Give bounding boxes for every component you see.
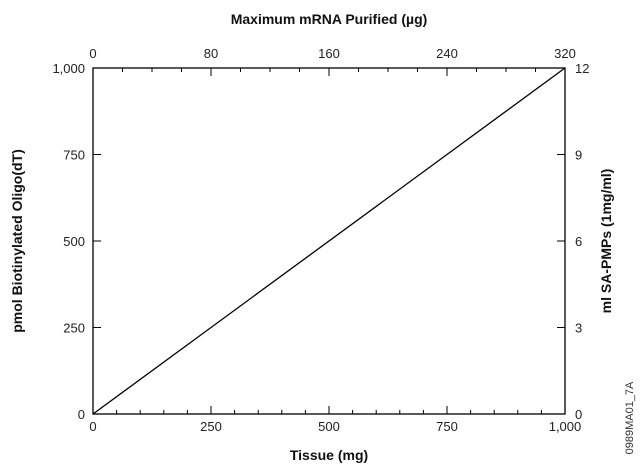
left-tick-label: 250 <box>63 321 85 336</box>
bottom-tick-label: 1,000 <box>549 419 582 434</box>
left-axis-title: pmol Biotinylated Oligo(dT) <box>9 149 25 333</box>
left-tick-label: 1,000 <box>52 61 85 76</box>
series-line <box>92 67 566 415</box>
right-axis-title: ml SA-PMPs (1mg/ml) <box>598 169 614 314</box>
top-tick-label: 320 <box>554 46 576 61</box>
bottom-axis-title: Tissue (mg) <box>290 447 368 463</box>
right-tick-label: 6 <box>575 234 582 249</box>
tick-marks <box>92 67 566 415</box>
top-tick-label: 0 <box>89 46 96 61</box>
left-tick-label: 0 <box>78 407 85 422</box>
right-tick-label: 12 <box>575 61 589 76</box>
figure-id-label: 0989MA01_7A <box>624 381 636 454</box>
top-tick-label: 160 <box>318 46 340 61</box>
left-tick-label: 500 <box>63 234 85 249</box>
right-tick-label: 0 <box>575 407 582 422</box>
bottom-tick-label: 250 <box>200 419 222 434</box>
right-tick-label: 9 <box>575 148 582 163</box>
top-axis-title: Maximum mRNA Purified (µg) <box>231 11 428 27</box>
bottom-tick-label: 500 <box>318 419 340 434</box>
left-tick-label: 750 <box>63 148 85 163</box>
right-tick-label: 3 <box>575 321 582 336</box>
bottom-tick-label: 750 <box>436 419 458 434</box>
top-tick-label: 80 <box>204 46 218 61</box>
bottom-tick-label: 0 <box>89 419 96 434</box>
top-tick-label: 240 <box>436 46 458 61</box>
